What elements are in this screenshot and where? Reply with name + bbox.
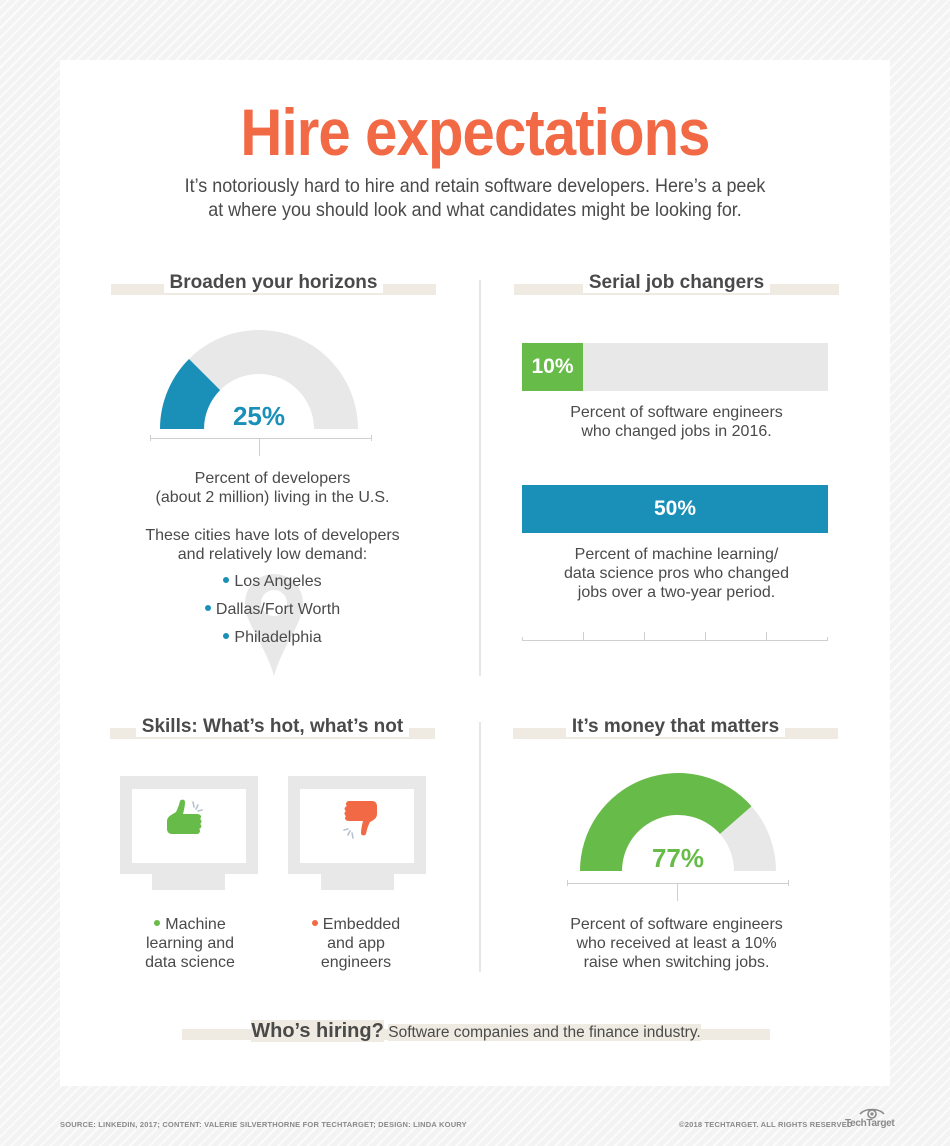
bullet-icon xyxy=(154,919,161,926)
intro-line: These cities have lots of developers xyxy=(145,527,400,544)
gauge-fill xyxy=(580,773,752,871)
gauge-value-label: 77% xyxy=(651,843,705,873)
map-pin-icon xyxy=(245,574,303,676)
city-name: Philadelphia xyxy=(234,629,322,646)
column-divider-top xyxy=(479,280,481,676)
gauge-77-percent xyxy=(580,773,776,871)
bar-axis-tick xyxy=(644,632,645,640)
desc-line: who changed jobs in 2016. xyxy=(581,423,772,440)
gauge-25-percent xyxy=(160,330,358,429)
bullet-icon xyxy=(223,576,230,583)
thumbs-down-icon xyxy=(343,801,377,839)
skill-hot-label: Machine learning and data science xyxy=(120,915,260,972)
page-subtitle: It’s notoriously hard to hire and retain… xyxy=(130,174,820,222)
gauge-axis-tick xyxy=(677,883,678,901)
gauge-value-label: 25% xyxy=(232,401,286,431)
section-heading-broaden: Broaden your horizons xyxy=(111,270,436,296)
gauge-axis-end-right xyxy=(788,880,789,886)
section-heading-money: It’s money that matters xyxy=(513,714,838,740)
column-divider-bottom xyxy=(479,722,481,972)
monitor-stand xyxy=(152,874,225,890)
bar-axis-tick xyxy=(766,632,767,640)
bar1-description: Percent of software engineers who change… xyxy=(514,403,839,441)
broaden-description: Percent of developers (about 2 million) … xyxy=(110,469,435,507)
subtitle-line-2: at where you should look and what candid… xyxy=(208,199,742,221)
page-title: Hire expectations xyxy=(240,95,710,169)
skill-line: Machine xyxy=(165,916,226,933)
skill-line: and app xyxy=(327,935,385,952)
bar-axis-tick xyxy=(583,632,584,640)
bullet-icon xyxy=(223,632,230,639)
city-name: Dallas/Fort Worth xyxy=(215,601,341,618)
city-name: Los Angeles xyxy=(234,573,322,590)
desc-line: data science pros who changed xyxy=(563,565,790,582)
gauge-fill xyxy=(160,359,221,429)
bar-axis xyxy=(522,640,828,641)
skill-not-label: Embedded and app engineers xyxy=(286,915,426,972)
bar-value-label: 50% xyxy=(653,497,697,520)
skill-line: Embedded xyxy=(322,916,401,933)
bar-axis-tick xyxy=(705,632,706,640)
skill-line: engineers xyxy=(320,954,392,971)
whos-hiring-lead: Who’s hiring? xyxy=(251,1020,384,1042)
bullet-icon xyxy=(204,604,211,611)
bar-axis-tick xyxy=(522,637,523,641)
city-list-item: Philadelphia xyxy=(110,628,435,648)
desc-line: Percent of software engineers xyxy=(570,404,783,421)
gauge-axis-end-left xyxy=(567,880,568,886)
desc-line: Percent of software engineers xyxy=(570,916,783,933)
eye-icon xyxy=(859,1108,885,1119)
heading-text: Serial job changers xyxy=(582,272,771,293)
desc-line: raise when switching jobs. xyxy=(583,954,770,971)
section-heading-skills: Skills: What’s hot, what’s not xyxy=(110,714,435,740)
heading-text: Broaden your horizons xyxy=(163,272,384,293)
bar-value-label: 10% xyxy=(531,355,574,378)
city-list-item: Los Angeles xyxy=(110,572,435,592)
gauge-axis xyxy=(150,438,372,439)
skill-line: learning and xyxy=(145,935,235,952)
desc-line: jobs over a two-year period. xyxy=(577,584,776,601)
money-description: Percent of software engineers who receiv… xyxy=(514,915,839,972)
logo-text: TechTarget xyxy=(845,1118,895,1129)
skill-line: data science xyxy=(145,954,235,971)
heading-text: It’s money that matters xyxy=(565,716,786,737)
city-list-item: Dallas/Fort Worth xyxy=(110,600,435,620)
source-credit: SOURCE: LINKEDIN, 2017; CONTENT: VALERIE… xyxy=(60,1120,467,1129)
desc-line: Percent of developers xyxy=(194,470,351,487)
bar2-description: Percent of machine learning/ data scienc… xyxy=(514,545,839,602)
techtarget-logo: TechTarget xyxy=(845,1106,895,1132)
whos-hiring-banner: Who’s hiring? Software companies and the… xyxy=(182,1020,770,1046)
gauge-axis xyxy=(567,883,789,884)
section-heading-serial: Serial job changers xyxy=(514,270,839,296)
bar-axis-tick xyxy=(827,637,828,641)
thumbs-up-icon xyxy=(167,799,203,834)
monitor-stand xyxy=(321,874,394,890)
bullet-icon xyxy=(311,919,318,926)
heading-text: Skills: What’s hot, what’s not xyxy=(135,716,410,737)
gauge-axis-end-right xyxy=(371,435,372,441)
desc-line: who received at least a 10% xyxy=(576,935,777,952)
cities-intro: These cities have lots of developers and… xyxy=(110,526,435,564)
copyright: ©2018 TECHTARGET. ALL RIGHTS RESERVED xyxy=(679,1120,853,1129)
desc-line: Percent of machine learning/ xyxy=(574,546,779,563)
gauge-axis-tick xyxy=(259,438,260,456)
bar-50-percent-fill: 50% xyxy=(522,485,828,533)
infographic-card xyxy=(60,60,890,1086)
gauge-axis-end-left xyxy=(150,435,151,441)
whos-hiring-text: Software companies and the finance indus… xyxy=(388,1024,701,1041)
intro-line: and relatively low demand: xyxy=(177,546,368,563)
subtitle-line-1: It’s notoriously hard to hire and retain… xyxy=(184,175,766,197)
bar-10-percent-fill: 10% xyxy=(522,343,583,391)
desc-line: (about 2 million) living in the U.S. xyxy=(155,489,390,506)
